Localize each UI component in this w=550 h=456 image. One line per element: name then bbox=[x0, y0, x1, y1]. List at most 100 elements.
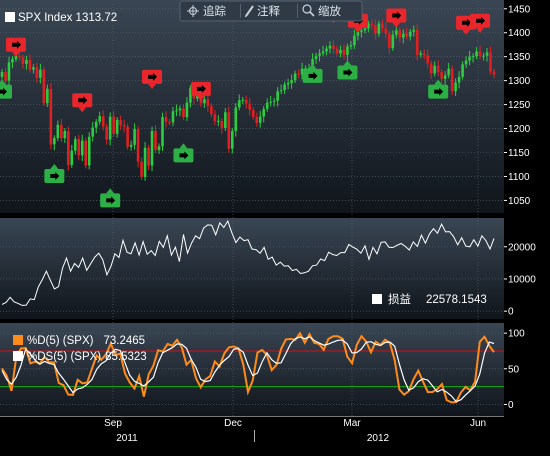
pnl-line bbox=[1, 219, 495, 306]
candle-body bbox=[11, 59, 14, 63]
price-legend: SPX Index 1313.72 bbox=[5, 12, 117, 24]
candle-body bbox=[419, 53, 423, 55]
candle-body bbox=[0, 72, 4, 77]
arrow-icon bbox=[0, 87, 7, 96]
candle-body bbox=[255, 117, 259, 123]
candle-body bbox=[77, 139, 81, 156]
pnl-legend: 损益 22578.1543 bbox=[372, 292, 487, 306]
arrow-icon bbox=[476, 16, 486, 25]
candle-body bbox=[394, 30, 398, 35]
stoch-y-tick-label: 0 bbox=[508, 400, 514, 411]
x-year-label-2011: 2011 bbox=[116, 433, 138, 444]
candle-body bbox=[213, 114, 217, 122]
signal-pointer bbox=[78, 107, 87, 113]
candle-body bbox=[363, 28, 367, 31]
candle-body bbox=[325, 48, 328, 52]
x-tick-label-jun: Jun bbox=[470, 418, 486, 429]
price-y-tick-label: 1400 bbox=[508, 28, 531, 39]
candle-body bbox=[429, 63, 433, 74]
candle-body bbox=[367, 23, 370, 29]
signal-pointer bbox=[462, 29, 471, 35]
candle-body bbox=[265, 102, 269, 109]
candle-body bbox=[360, 30, 363, 32]
stoch-d-swatch bbox=[13, 335, 23, 345]
annotate-button-label: 注释 bbox=[257, 4, 280, 18]
price-y-tick-label: 1250 bbox=[508, 100, 531, 111]
candle-body bbox=[492, 71, 496, 75]
x-tick-label-mar: Mar bbox=[343, 418, 361, 429]
sell-signal-marker bbox=[142, 69, 163, 89]
price-y-tick-label: 1100 bbox=[508, 172, 530, 183]
candle-body bbox=[227, 112, 231, 149]
price-y-tick-label: 1450 bbox=[508, 4, 531, 15]
annotate-button[interactable]: 注释 bbox=[244, 4, 280, 18]
toolbar-background bbox=[179, 0, 363, 22]
track-button[interactable]: 追踪 bbox=[187, 4, 226, 18]
signal-pointer bbox=[392, 22, 401, 28]
candle-body bbox=[112, 116, 115, 134]
arrow-icon bbox=[434, 87, 444, 96]
candle-body bbox=[489, 52, 492, 72]
candle-body bbox=[440, 72, 443, 79]
candle-body bbox=[314, 55, 318, 60]
candle-body bbox=[4, 72, 7, 81]
candle-body bbox=[464, 60, 468, 65]
candle-body bbox=[101, 116, 105, 127]
candle-body bbox=[46, 88, 49, 104]
candle-body bbox=[164, 117, 168, 122]
candle-body bbox=[105, 126, 108, 140]
candle-body bbox=[25, 60, 28, 64]
candle-body bbox=[108, 116, 112, 140]
stoch-d-label: %D(5) (SPX) 73.2465 bbox=[27, 335, 145, 347]
candle-body bbox=[471, 56, 475, 58]
candle-body bbox=[433, 65, 436, 74]
stoch-d-line bbox=[1, 331, 495, 404]
candle-body bbox=[140, 161, 143, 177]
price-y-tick-label: 1350 bbox=[508, 52, 531, 63]
zoom-button[interactable]: 缩放 bbox=[302, 4, 341, 18]
signal-markers bbox=[0, 4, 491, 208]
candle-body bbox=[224, 112, 227, 129]
candle-body bbox=[171, 111, 175, 123]
candle-body bbox=[143, 147, 147, 177]
candle-body bbox=[356, 31, 360, 36]
candle-body bbox=[234, 107, 238, 131]
candle-body bbox=[422, 53, 426, 56]
stochastic-legend: %D(5) (SPX) 73.2465 %DS(5) (SPX) 85.5323 bbox=[13, 335, 147, 363]
candle-body bbox=[283, 84, 286, 91]
candle-body bbox=[353, 35, 356, 46]
stochastic-panel bbox=[0, 323, 504, 416]
candle-body bbox=[342, 49, 346, 55]
candle-body bbox=[272, 100, 276, 102]
x-year-label-2012: 2012 bbox=[367, 433, 390, 444]
stoch-ds-swatch bbox=[13, 351, 23, 361]
candle-body bbox=[150, 130, 154, 166]
buy-signal-marker bbox=[428, 79, 449, 99]
price-y-tick-label: 1150 bbox=[508, 148, 530, 159]
candle-body bbox=[60, 124, 63, 139]
arrow-icon bbox=[343, 68, 353, 77]
buy-signal-marker bbox=[0, 79, 12, 99]
candle-body bbox=[49, 88, 53, 145]
candle-body bbox=[237, 100, 241, 108]
candle-body bbox=[203, 99, 206, 104]
candle-body bbox=[189, 87, 192, 103]
candle-body bbox=[53, 138, 56, 145]
candle-body bbox=[87, 136, 91, 166]
candle-body bbox=[63, 130, 67, 139]
sell-signal-marker bbox=[470, 13, 491, 33]
candle-body bbox=[35, 67, 39, 78]
candle-body bbox=[115, 119, 119, 134]
candle-body bbox=[377, 23, 381, 34]
candle-body bbox=[147, 147, 150, 166]
candle-body bbox=[475, 51, 478, 57]
candle-body bbox=[485, 52, 489, 56]
candle-body bbox=[175, 110, 178, 112]
candle-body bbox=[293, 73, 297, 81]
arrow-icon bbox=[392, 11, 402, 20]
candle-body bbox=[56, 124, 60, 139]
candle-body bbox=[154, 130, 157, 151]
candle-body bbox=[206, 99, 210, 107]
buy-signal-marker bbox=[100, 188, 121, 208]
stoch-y-tick-label: 100 bbox=[508, 329, 525, 340]
